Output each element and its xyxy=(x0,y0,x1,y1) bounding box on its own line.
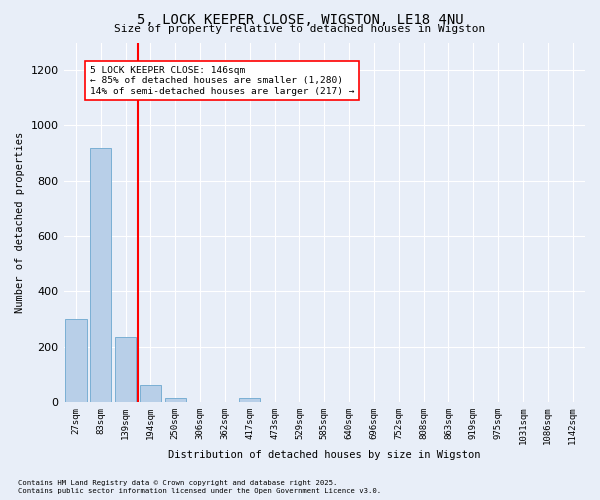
Text: Contains public sector information licensed under the Open Government Licence v3: Contains public sector information licen… xyxy=(18,488,381,494)
Y-axis label: Number of detached properties: Number of detached properties xyxy=(15,132,25,313)
Bar xyxy=(165,398,186,402)
Bar xyxy=(90,148,112,402)
Bar xyxy=(239,398,260,402)
X-axis label: Distribution of detached houses by size in Wigston: Distribution of detached houses by size … xyxy=(168,450,481,460)
Text: Size of property relative to detached houses in Wigston: Size of property relative to detached ho… xyxy=(115,24,485,34)
Bar xyxy=(140,386,161,402)
Text: Contains HM Land Registry data © Crown copyright and database right 2025.: Contains HM Land Registry data © Crown c… xyxy=(18,480,337,486)
Bar xyxy=(65,319,86,402)
Text: 5 LOCK KEEPER CLOSE: 146sqm
← 85% of detached houses are smaller (1,280)
14% of : 5 LOCK KEEPER CLOSE: 146sqm ← 85% of det… xyxy=(89,66,354,96)
Text: 5, LOCK KEEPER CLOSE, WIGSTON, LE18 4NU: 5, LOCK KEEPER CLOSE, WIGSTON, LE18 4NU xyxy=(137,12,463,26)
Bar xyxy=(115,337,136,402)
